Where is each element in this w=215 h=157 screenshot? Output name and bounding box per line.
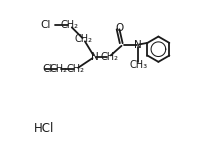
Text: CH₃: CH₃	[129, 60, 147, 70]
Text: O: O	[115, 23, 123, 33]
Text: Cl: Cl	[41, 20, 51, 30]
Text: Cl: Cl	[42, 64, 52, 74]
Text: N: N	[134, 40, 142, 50]
Text: HCl: HCl	[34, 122, 54, 135]
Text: CH₂: CH₂	[75, 34, 93, 44]
Text: CH₂: CH₂	[61, 20, 79, 30]
Text: N: N	[91, 52, 98, 62]
Text: CH₂: CH₂	[100, 52, 118, 62]
Text: CH₂: CH₂	[50, 64, 68, 74]
Text: CH₂: CH₂	[67, 64, 85, 74]
